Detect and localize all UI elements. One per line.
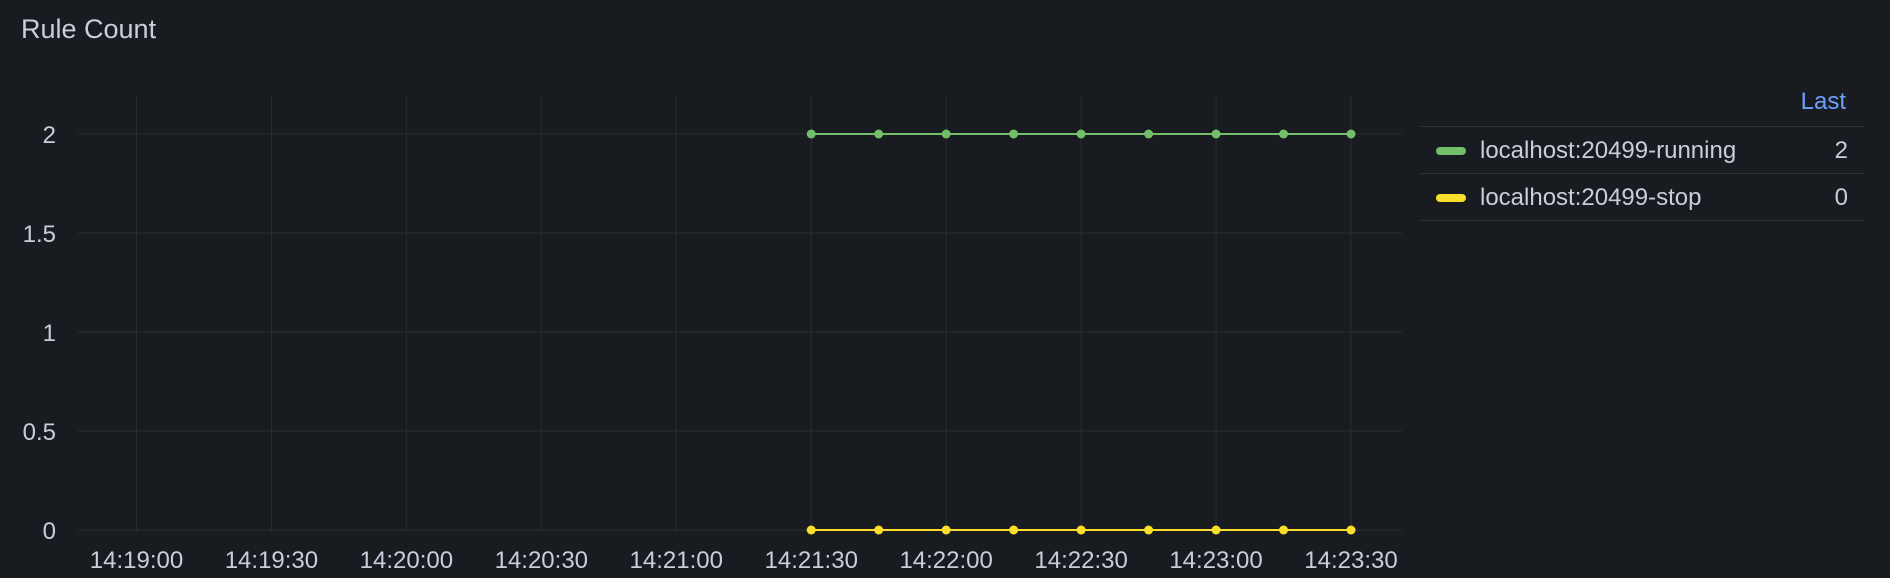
x-tick-label: 14:20:00 bbox=[360, 547, 453, 574]
data-point[interactable] bbox=[941, 525, 951, 535]
y-tick-label: 0.5 bbox=[23, 419, 56, 446]
data-point[interactable] bbox=[1144, 129, 1154, 139]
legend-item-running[interactable]: localhost:20499-running 2 bbox=[1420, 127, 1864, 174]
chart[interactable]: 14:19:00 14:19:30 14:20:00 14:20:30 14:21:00… bbox=[0, 0, 1410, 578]
grid bbox=[78, 96, 1402, 531]
legend-header: Last bbox=[1420, 82, 1864, 127]
x-tick-label: 14:23:00 bbox=[1169, 547, 1262, 574]
data-point[interactable] bbox=[806, 525, 816, 535]
legend-item-stop[interactable]: localhost:20499-stop 0 bbox=[1420, 174, 1864, 221]
legend-swatch bbox=[1436, 147, 1466, 155]
legend-item-value: 2 bbox=[1834, 137, 1848, 164]
x-tick-label: 14:20:30 bbox=[495, 547, 588, 574]
panel-title[interactable]: Rule Count bbox=[21, 14, 157, 44]
data-point[interactable] bbox=[874, 525, 884, 535]
data-point[interactable] bbox=[1346, 525, 1356, 535]
legend-item-value: 0 bbox=[1834, 184, 1848, 211]
legend-item-label[interactable]: localhost:20499-running bbox=[1480, 137, 1737, 164]
data-point[interactable] bbox=[1076, 525, 1086, 535]
y-tick-label: 1 bbox=[43, 320, 56, 347]
data-point[interactable] bbox=[806, 129, 816, 139]
data-point[interactable] bbox=[1211, 129, 1221, 139]
data-point[interactable] bbox=[1009, 525, 1019, 535]
y-tick-label: 0 bbox=[43, 518, 56, 545]
x-tick-label: 14:21:30 bbox=[765, 547, 858, 574]
legend-sort-last[interactable]: Last bbox=[1800, 88, 1846, 115]
data-point[interactable] bbox=[1279, 525, 1289, 535]
data-point[interactable] bbox=[874, 129, 884, 139]
x-tick-label: 14:19:00 bbox=[90, 547, 183, 574]
y-tick-label: 2 bbox=[43, 122, 56, 149]
data-point[interactable] bbox=[1144, 525, 1154, 535]
y-tick-label: 1.5 bbox=[23, 221, 56, 248]
axes: 14:19:00 14:19:30 14:20:00 14:20:30 14:21:00… bbox=[23, 122, 1398, 574]
x-tick-label: 14:19:30 bbox=[225, 547, 318, 574]
x-tick-label: 14:23:30 bbox=[1304, 547, 1397, 574]
data-point[interactable] bbox=[1346, 129, 1356, 139]
legend-item-label[interactable]: localhost:20499-stop bbox=[1480, 184, 1702, 211]
data-point[interactable] bbox=[1211, 525, 1221, 535]
x-tick-label: 14:22:00 bbox=[899, 547, 992, 574]
x-tick-label: 14:22:30 bbox=[1034, 547, 1127, 574]
data-point[interactable] bbox=[1009, 129, 1019, 139]
legend: Last localhost:20499-running 2 localhost… bbox=[1420, 82, 1864, 221]
data-point[interactable] bbox=[941, 129, 951, 139]
data-point[interactable] bbox=[1076, 129, 1086, 139]
x-tick-label: 14:21:00 bbox=[630, 547, 723, 574]
series-layer bbox=[806, 129, 1356, 535]
legend-swatch bbox=[1436, 194, 1466, 202]
data-point[interactable] bbox=[1279, 129, 1289, 139]
